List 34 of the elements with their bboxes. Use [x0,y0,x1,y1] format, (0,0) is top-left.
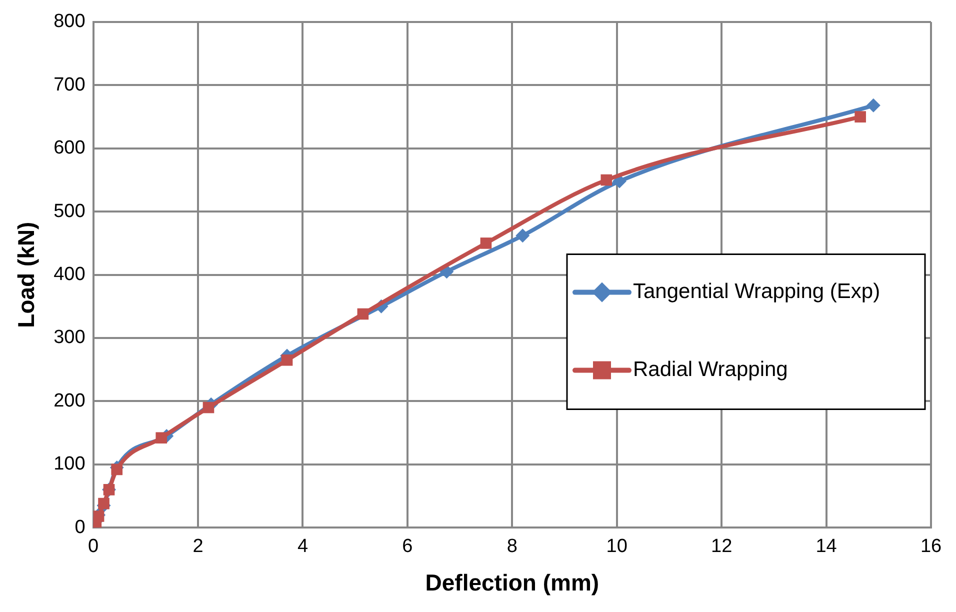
x-tick-label: 14 [816,536,838,558]
y-tick-label: 0 [74,516,86,538]
point [111,464,123,476]
x-tick-label: 4 [297,536,308,558]
point [156,432,168,444]
point [281,354,293,366]
point [600,174,612,186]
x-tick-label: 0 [88,536,99,558]
point [202,402,214,414]
point [866,98,880,112]
point [98,498,110,510]
legend-label: Radial Wrapping [633,358,788,382]
x-tick-label: 10 [606,536,628,558]
y-tick-label: 500 [54,200,86,222]
legend-label: Tangential Wrapping (Exp) [633,280,880,304]
x-tick-label: 6 [402,536,413,558]
x-axis-title: Deflection (mm) [425,570,600,596]
y-axis-title: Load (kN) [13,222,40,328]
x-tick-label: 8 [506,536,518,558]
y-tick-label: 300 [54,327,86,348]
y-tick-label: 800 [54,11,86,32]
point [854,111,866,122]
point [516,228,530,243]
y-tick-label: 200 [54,390,86,412]
point [357,308,369,320]
y-tick-label: 600 [54,138,86,159]
y-tick-label: 400 [54,264,86,286]
y-tick-label: 100 [54,454,86,475]
x-tick-label: 16 [920,536,942,558]
point [480,238,492,249]
x-tick-label: 2 [192,536,204,558]
x-tick-label: 12 [711,536,732,558]
y-tick-label: 700 [54,74,86,96]
point [93,510,104,522]
